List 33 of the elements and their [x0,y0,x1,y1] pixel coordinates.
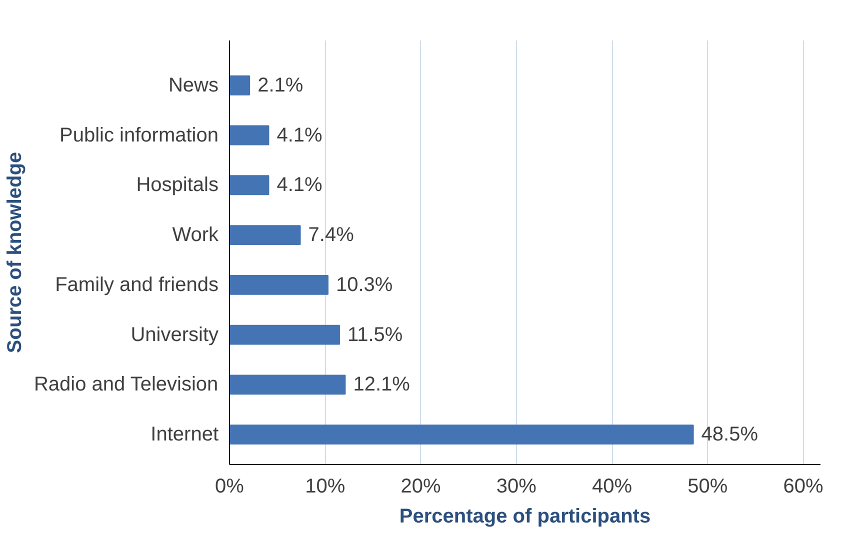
x-axis-title: Percentage of participants [399,506,651,528]
data-label: 10.3% [336,274,393,296]
x-tick-label: 0% [215,476,244,498]
bar [230,274,328,295]
y-tick-label: Family and friends [55,274,219,296]
y-tick-label: Radio and Television [34,374,218,396]
bar [230,324,340,345]
data-label: 4.1% [276,174,323,196]
y-tick-label: News [168,74,219,96]
x-tick-label: 50% [688,476,728,498]
y-tick-label: Hospitals [136,174,219,196]
y-tick-label: Internet [150,424,219,446]
data-label: 2.1% [258,74,304,96]
x-tick-label: 60% [783,476,824,498]
data-label: 7.4% [308,224,354,246]
data-label: 11.5% [347,324,403,346]
data-label: 48.5% [701,424,758,446]
bar [230,75,250,96]
y-tick-label: Public information [60,124,219,146]
bar [230,374,346,395]
bar [230,225,301,246]
x-tick-label: 10% [305,476,346,498]
x-tick-label: 30% [496,476,537,498]
y-tick-label: University [130,324,219,346]
data-label: 4.1% [276,124,323,146]
x-tick-label: 40% [592,476,632,498]
y-tick-label: Work [172,224,220,246]
x-tick-label: 20% [400,476,441,498]
data-label: 12.1% [353,374,410,396]
y-axis-title: Source of knowledge [4,152,26,354]
bar [230,175,270,196]
bar [230,125,270,146]
bar [230,424,694,445]
